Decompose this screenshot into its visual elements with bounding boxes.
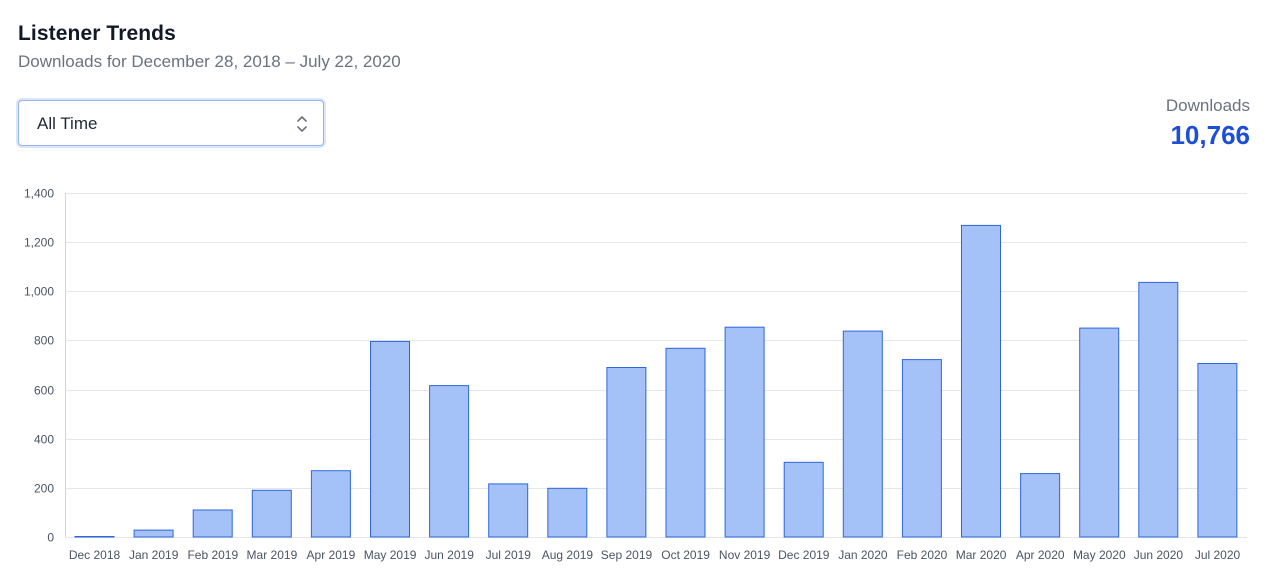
page-subtitle: Downloads for December 28, 2018 – July 2…	[18, 52, 401, 71]
x-tick-label: Jun 2020	[1134, 548, 1184, 562]
bar-feb-2020	[901, 359, 942, 538]
bar-jan-2019	[133, 529, 174, 538]
bar-oct-2019	[665, 347, 706, 538]
x-tick-label: Jan 2020	[838, 548, 888, 562]
bar-mar-2019	[251, 489, 292, 538]
y-tick-label: 400	[34, 433, 54, 447]
x-tick-label: Jan 2019	[129, 548, 179, 562]
bar-apr-2020	[1020, 473, 1061, 538]
bar-nov-2019	[724, 326, 765, 538]
x-tick-label: Dec 2019	[778, 548, 830, 562]
time-range-select-value: All Time	[37, 114, 98, 133]
bar-jun-2019	[429, 385, 470, 538]
y-tick-label: 200	[34, 482, 54, 496]
x-tick-label: Dec 2018	[69, 548, 121, 562]
bar-dec-2019	[783, 461, 824, 538]
x-tick-label: Jul 2019	[486, 548, 532, 562]
x-tick-label: May 2019	[364, 548, 417, 562]
bar-dec-2018	[74, 536, 115, 538]
bar-aug-2019	[547, 487, 588, 538]
bar-jan-2020	[842, 330, 883, 538]
y-tick-label: 1,200	[24, 236, 54, 250]
downloads-total-value: 10,766	[1170, 120, 1250, 150]
x-tick-label: Aug 2019	[542, 548, 594, 562]
x-tick-label: Feb 2020	[897, 548, 948, 562]
x-tick-label: Jun 2019	[425, 548, 475, 562]
x-tick-label: Jul 2020	[1195, 548, 1241, 562]
y-tick-label: 1,400	[24, 187, 54, 201]
page-title: Listener Trends	[18, 22, 176, 45]
bar-mar-2020	[961, 224, 1001, 538]
x-tick-label: Sep 2019	[601, 548, 653, 562]
y-tick-label: 0	[47, 531, 54, 545]
x-tick-label: Apr 2020	[1016, 548, 1065, 562]
downloads-total-label: Downloads	[1165, 96, 1250, 115]
x-tick-label: Nov 2019	[719, 548, 771, 562]
x-tick-label: Mar 2020	[956, 548, 1007, 562]
y-tick-label: 600	[34, 384, 54, 398]
time-range-select[interactable]: All Time	[18, 100, 324, 146]
x-tick-label: Feb 2019	[187, 548, 238, 562]
x-tick-label: May 2020	[1073, 548, 1126, 562]
x-tick-label: Mar 2019	[247, 548, 298, 562]
bar-feb-2019	[192, 509, 233, 538]
bar-sep-2019	[606, 367, 647, 538]
bar-apr-2019	[310, 470, 351, 538]
x-tick-label: Oct 2019	[661, 548, 710, 562]
bar-may-2020	[1079, 327, 1120, 538]
bar-jun-2020	[1138, 281, 1179, 538]
y-tick-label: 800	[34, 334, 54, 348]
chevron-up-down-icon	[295, 113, 309, 135]
bar-jul-2019	[488, 483, 529, 538]
bar-jul-2020	[1197, 363, 1238, 538]
x-tick-label: Apr 2019	[307, 548, 356, 562]
bar-may-2019	[370, 340, 410, 538]
y-tick-label: 1,000	[24, 285, 54, 299]
